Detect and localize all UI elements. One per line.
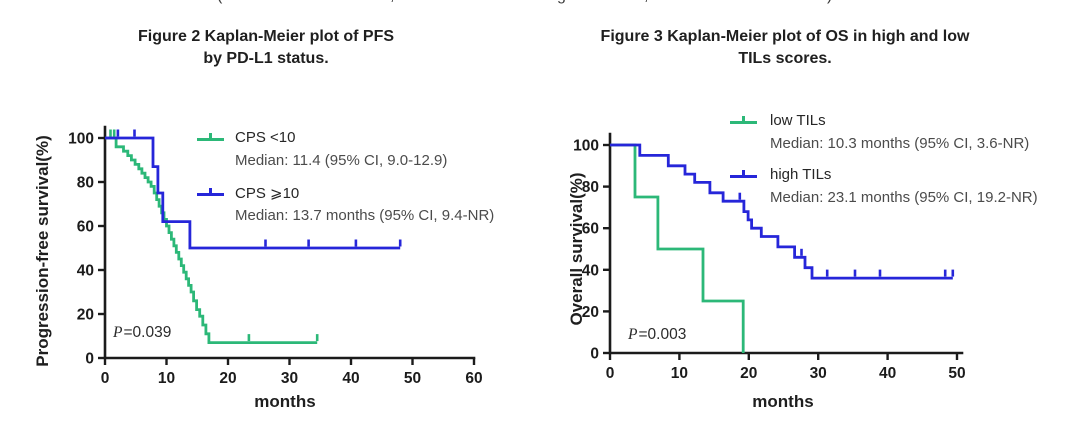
censor-line-marker-icon: [730, 170, 757, 178]
y-tick-label: 60: [77, 219, 94, 236]
x-tick-label: 0: [101, 370, 110, 387]
km-step-curve: [610, 143, 953, 280]
pfs-chart-title: Figure 2 Kaplan-Meier plot of PFS by PD-…: [66, 26, 466, 70]
x-tick-label: 40: [342, 370, 359, 387]
pfs-x-axis-label: months: [254, 392, 316, 411]
x-tick-label: 30: [281, 370, 298, 387]
pfs-plot-area: 0 10 20 30 40 50 60 0 20 40 60 80 100: [68, 125, 483, 387]
cropped-glyph: ,: [644, 0, 648, 5]
x-tick-label: 30: [810, 365, 827, 382]
y-tick-label: 20: [582, 304, 599, 321]
os-title-line-1: Figure 3 Kaplan-Meier plot of OS in high…: [600, 28, 970, 45]
x-tick-label: 20: [219, 370, 236, 387]
x-tick-label: 10: [671, 365, 688, 382]
os-chart-title: Figure 3 Kaplan-Meier plot of OS in high…: [545, 26, 1025, 70]
os-legend-name-high-tils: high TILs: [770, 166, 832, 183]
os-legend-median-low-tils: Median: 10.3 months (95% CI, 3.6-NR): [770, 135, 1030, 152]
censor-line-marker-icon: [730, 116, 757, 124]
pfs-legend-name-cps-ge10: CPS ⩾10: [235, 185, 300, 202]
x-tick-label: 60: [465, 370, 482, 387]
y-tick-label: 0: [590, 346, 599, 363]
cropped-glyph: ): [827, 0, 832, 5]
y-tick-label: 100: [573, 138, 599, 155]
pfs-title-line-2: by PD-L1 status.: [203, 50, 329, 67]
os-title-line-2: TILs scores.: [738, 50, 832, 67]
y-tick-label: 40: [77, 263, 94, 280]
os-p-value: P=0.003: [628, 326, 686, 344]
os-p-symbol: P: [628, 326, 638, 343]
pfs-legend-median-cps-ge10: Median: 13.7 months (95% CI, 9.4-NR): [235, 207, 495, 224]
km-step-curve: [105, 136, 318, 344]
x-tick-label: 50: [948, 365, 965, 382]
y-tick-label: 100: [68, 131, 94, 148]
x-tick-label: 20: [740, 365, 757, 382]
pfs-legend-median-cps-lt10: Median: 11.4 (95% CI, 9.0-12.9): [235, 152, 448, 169]
os-plot-area: 0 10 20 30 40 50 0 20 40 60 80 100: [573, 132, 966, 382]
censor-line-marker-icon: [197, 188, 224, 196]
pfs-p-value: P=0.039: [113, 324, 171, 342]
x-tick-label: 10: [158, 370, 175, 387]
cropped-glyph: ,: [390, 0, 394, 5]
y-tick-label: 20: [77, 307, 94, 324]
cropped-text-fragments: (, g,): [0, 0, 1080, 6]
km-step-curve: [610, 143, 745, 353]
cropped-glyph: g: [557, 0, 566, 5]
pfs-title-line-1: Figure 2 Kaplan-Meier plot of PFS: [137, 28, 395, 45]
os-legend-median-high-tils: Median: 23.1 months (95% CI, 19.2-NR): [770, 189, 1038, 206]
os-p-number: =0.003: [638, 326, 687, 343]
pfs-p-number: =0.039: [123, 324, 172, 341]
os-y-axis-label: Overall survival(%): [567, 172, 586, 326]
censor-line-marker-icon: [197, 133, 224, 141]
x-tick-label: 0: [606, 365, 615, 382]
km-step-curve: [105, 136, 401, 250]
os-x-axis-label: months: [752, 392, 814, 411]
pfs-p-symbol: P: [113, 324, 123, 341]
os-legend-name-low-tils: low TILs: [770, 112, 826, 129]
pfs-y-axis-label: Progression-free survival(%): [33, 135, 52, 367]
pfs-legend-name-cps-lt10: CPS <10: [235, 129, 296, 146]
cropped-glyph: (: [217, 0, 222, 5]
y-tick-label: 60: [582, 221, 599, 238]
y-tick-label: 80: [77, 175, 94, 192]
x-tick-label: 50: [404, 370, 421, 387]
y-tick-label: 40: [582, 262, 599, 279]
x-tick-label: 40: [879, 365, 896, 382]
y-tick-label: 0: [85, 351, 94, 368]
y-tick-label: 80: [582, 179, 599, 196]
